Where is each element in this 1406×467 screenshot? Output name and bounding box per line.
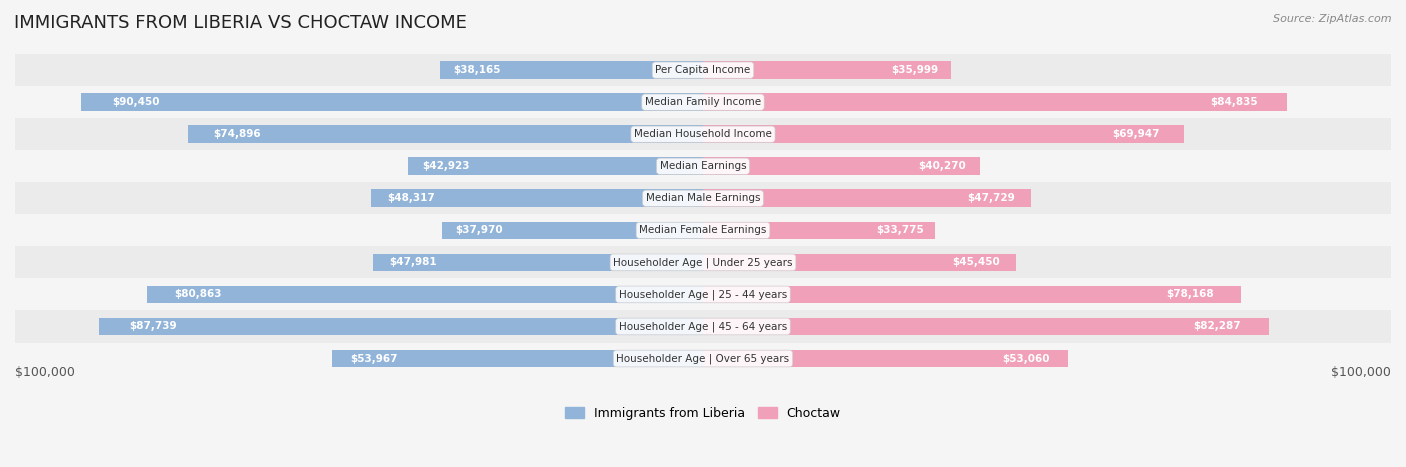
- Bar: [703, 157, 980, 175]
- Text: Householder Age | 45 - 64 years: Householder Age | 45 - 64 years: [619, 321, 787, 332]
- Text: $78,168: $78,168: [1167, 290, 1213, 299]
- Text: $40,270: $40,270: [918, 161, 966, 171]
- Text: $48,317: $48,317: [387, 193, 434, 203]
- Bar: [15, 214, 1391, 247]
- Text: Householder Age | Over 65 years: Householder Age | Over 65 years: [616, 353, 790, 364]
- Bar: [703, 254, 1015, 271]
- Text: Source: ZipAtlas.com: Source: ZipAtlas.com: [1274, 14, 1392, 24]
- Text: $82,287: $82,287: [1194, 321, 1241, 332]
- Text: $100,000: $100,000: [1331, 366, 1391, 379]
- Text: Householder Age | Under 25 years: Householder Age | Under 25 years: [613, 257, 793, 268]
- Text: $37,970: $37,970: [454, 226, 502, 235]
- Bar: [408, 157, 703, 175]
- Text: $74,896: $74,896: [214, 129, 262, 139]
- Text: IMMIGRANTS FROM LIBERIA VS CHOCTAW INCOME: IMMIGRANTS FROM LIBERIA VS CHOCTAW INCOM…: [14, 14, 467, 32]
- Bar: [440, 61, 703, 79]
- Bar: [703, 350, 1069, 368]
- Text: $47,729: $47,729: [967, 193, 1015, 203]
- Text: $47,981: $47,981: [389, 257, 437, 268]
- Bar: [332, 350, 703, 368]
- Bar: [15, 150, 1391, 182]
- Bar: [146, 286, 703, 303]
- Bar: [441, 221, 703, 239]
- Text: Per Capita Income: Per Capita Income: [655, 65, 751, 75]
- Text: $33,775: $33,775: [876, 226, 924, 235]
- Bar: [703, 190, 1032, 207]
- Bar: [15, 86, 1391, 118]
- Text: Householder Age | 25 - 44 years: Householder Age | 25 - 44 years: [619, 289, 787, 300]
- Legend: Immigrants from Liberia, Choctaw: Immigrants from Liberia, Choctaw: [561, 402, 845, 425]
- Text: Median Female Earnings: Median Female Earnings: [640, 226, 766, 235]
- Bar: [703, 221, 935, 239]
- Bar: [703, 126, 1184, 143]
- Bar: [703, 286, 1241, 303]
- Bar: [15, 182, 1391, 214]
- Bar: [100, 318, 703, 335]
- Text: $100,000: $100,000: [15, 366, 75, 379]
- Text: $38,165: $38,165: [454, 65, 501, 75]
- Text: $90,450: $90,450: [112, 97, 159, 107]
- Bar: [80, 93, 703, 111]
- Bar: [15, 342, 1391, 375]
- Text: $53,060: $53,060: [1002, 354, 1050, 363]
- Bar: [15, 247, 1391, 278]
- Bar: [188, 126, 703, 143]
- Bar: [15, 311, 1391, 342]
- Text: $35,999: $35,999: [891, 65, 938, 75]
- Text: $84,835: $84,835: [1209, 97, 1257, 107]
- Text: $87,739: $87,739: [129, 321, 177, 332]
- Text: Median Earnings: Median Earnings: [659, 161, 747, 171]
- Bar: [15, 54, 1391, 86]
- Text: Median Family Income: Median Family Income: [645, 97, 761, 107]
- Text: $69,947: $69,947: [1112, 129, 1160, 139]
- Text: $53,967: $53,967: [350, 354, 398, 363]
- Text: Median Male Earnings: Median Male Earnings: [645, 193, 761, 203]
- Bar: [703, 318, 1270, 335]
- Text: $80,863: $80,863: [174, 290, 222, 299]
- Bar: [703, 61, 950, 79]
- Text: $42,923: $42,923: [422, 161, 470, 171]
- Bar: [15, 278, 1391, 311]
- Bar: [371, 190, 703, 207]
- Text: $45,450: $45,450: [952, 257, 1000, 268]
- Bar: [15, 118, 1391, 150]
- Bar: [703, 93, 1286, 111]
- Text: Median Household Income: Median Household Income: [634, 129, 772, 139]
- Bar: [373, 254, 703, 271]
